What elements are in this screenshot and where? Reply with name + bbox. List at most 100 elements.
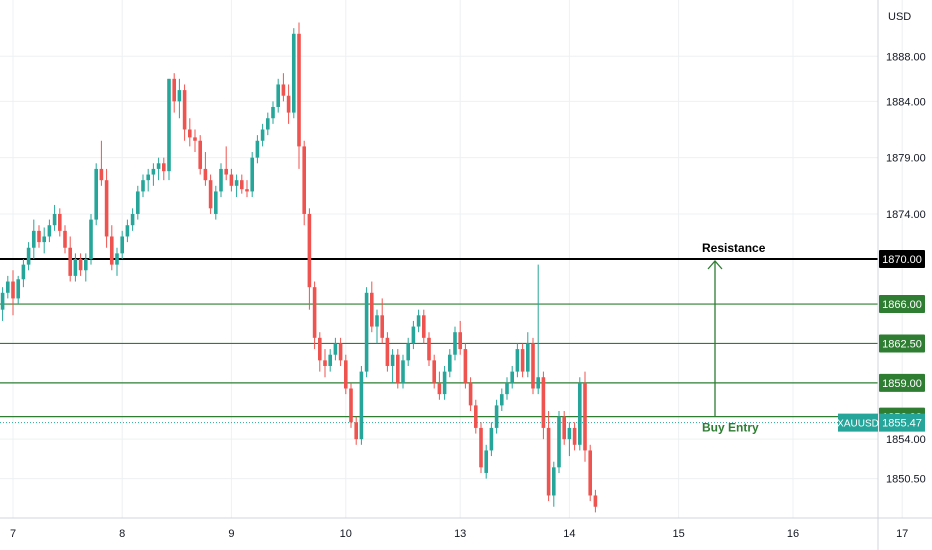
candle-body: [520, 349, 525, 372]
x-tick-label: 17: [896, 528, 908, 540]
candle-body: [515, 349, 520, 372]
candle-body: [432, 360, 436, 383]
symbol-label: XAUUSD: [837, 419, 879, 430]
candle-body: [494, 405, 499, 428]
candle-body: [427, 337, 431, 361]
candle-body: [11, 281, 15, 299]
candle-body: [177, 90, 182, 102]
candle-body: [47, 225, 52, 237]
candle-body: [229, 174, 234, 186]
candle-body: [458, 332, 462, 350]
candle-body: [182, 90, 187, 130]
candle-body: [583, 382, 587, 451]
candle-body: [390, 354, 395, 366]
candle-body: [422, 315, 426, 338]
candle-body: [110, 236, 114, 265]
candle-body: [234, 180, 239, 186]
buy-entry-label: Buy Entry: [702, 421, 759, 435]
candle-body: [68, 247, 72, 276]
candle-body: [380, 315, 384, 338]
candle-body: [344, 360, 348, 389]
candle-body: [318, 337, 322, 361]
candle-body: [468, 382, 473, 406]
candles: [0, 22, 598, 513]
candle-body: [489, 427, 494, 451]
y-tick-label: 1879.00: [886, 153, 926, 165]
candle-body: [136, 191, 140, 214]
candle-body: [401, 360, 405, 383]
candle-body: [505, 382, 509, 395]
candle-body: [333, 343, 338, 355]
last-price-label: 1855.47: [882, 418, 922, 430]
candle-body: [260, 129, 265, 141]
y-tick-label: 1888.00: [886, 51, 926, 63]
candle-body: [526, 343, 530, 372]
candle-body: [349, 388, 353, 423]
candle-body: [567, 427, 572, 440]
candle-body: [448, 354, 452, 372]
candle-body: [557, 416, 561, 468]
level-price-badge: [879, 373, 925, 392]
candle-body: [364, 292, 369, 372]
candle-body: [416, 315, 421, 327]
candle-body: [484, 450, 488, 473]
candle-body: [474, 405, 478, 428]
candle-body: [546, 427, 551, 496]
candle-body: [531, 343, 535, 389]
candle-body: [312, 287, 317, 338]
candle-body: [52, 213, 57, 226]
candle-body: [500, 394, 504, 406]
candle-body: [219, 168, 223, 192]
y-tick-label: 1884.00: [886, 96, 926, 108]
candle-body: [338, 343, 343, 361]
candle-body: [198, 140, 202, 169]
candle-body: [396, 354, 400, 383]
level-price-label: 1862.50: [882, 338, 922, 350]
candle-body: [214, 191, 218, 214]
candle-body: [375, 315, 379, 327]
candle-body: [411, 326, 416, 344]
candle-body: [63, 230, 67, 248]
y-tick-label: 1850.50: [886, 474, 926, 486]
candle-body: [536, 377, 540, 389]
candle-body: [479, 427, 483, 468]
candle-body: [385, 337, 390, 366]
level-price-label: 1866.00: [882, 299, 922, 311]
candle-body: [354, 422, 358, 440]
candle-body: [130, 213, 135, 226]
candle-body: [156, 163, 161, 169]
candle-body: [593, 495, 598, 507]
candle-body: [245, 189, 249, 192]
candle-body: [463, 349, 468, 383]
symbol-badge: [838, 413, 878, 432]
candle-body: [453, 332, 457, 355]
level-price-label: 1870.00: [882, 254, 922, 266]
candle-body: [406, 343, 410, 361]
candle-body: [208, 180, 213, 209]
candle-body: [437, 382, 442, 395]
candle-body: [125, 225, 130, 237]
candle-body: [370, 292, 374, 327]
candle-body: [323, 360, 327, 366]
candle-body: [115, 253, 119, 265]
candle-body: [307, 213, 312, 288]
candle-body: [578, 382, 582, 445]
candle-body: [224, 168, 228, 175]
candle-body: [172, 78, 176, 102]
candle-body: [42, 236, 46, 243]
y-tick-label: 1854.00: [886, 434, 926, 446]
arrow-head: [707, 260, 723, 270]
candle-body: [16, 279, 20, 299]
x-tick-label: 7: [10, 528, 16, 540]
candle-body: [151, 168, 156, 175]
candle-body: [281, 84, 286, 96]
resistance-label: Resistance: [702, 241, 766, 255]
candle-body: [276, 84, 280, 107]
candle-body: [0, 292, 5, 310]
candle-body: [84, 259, 88, 271]
candle-body: [572, 427, 577, 445]
level-lines: [0, 258, 878, 424]
